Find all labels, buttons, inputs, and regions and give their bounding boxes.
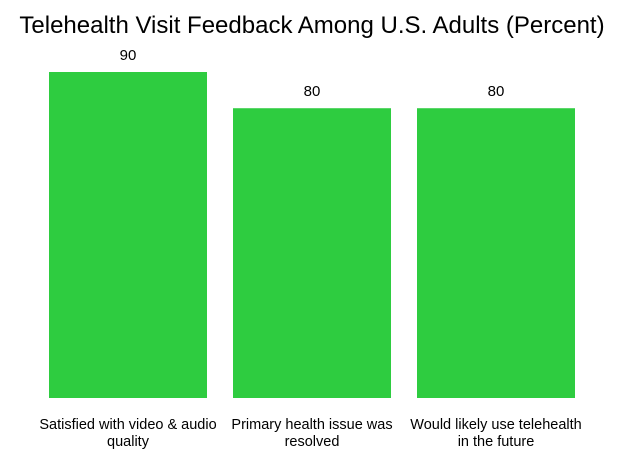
- category-label-2-line-2: resolved: [285, 434, 340, 450]
- value-label-2: 80: [304, 83, 321, 100]
- bar-2: [233, 108, 391, 398]
- bar-3: [417, 108, 575, 398]
- value-label-1: 90: [120, 47, 137, 64]
- category-label-3-line-1: Would likely use telehealth: [410, 417, 581, 433]
- value-label-3: 80: [488, 83, 505, 100]
- bar-1: [49, 72, 207, 398]
- category-label-1-line-2: quality: [107, 434, 150, 450]
- category-label-2-line-1: Primary health issue was: [231, 417, 392, 433]
- category-label-1-line-1: Satisfied with video & audio: [39, 417, 216, 433]
- category-label-3-line-2: in the future: [458, 434, 535, 450]
- chart-title: Telehealth Visit Feedback Among U.S. Adu…: [19, 12, 604, 39]
